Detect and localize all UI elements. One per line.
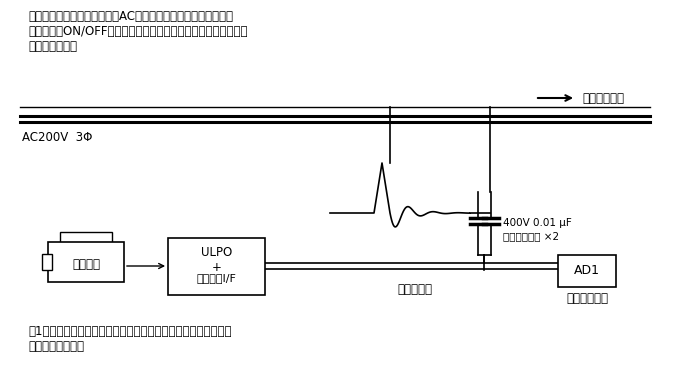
- Text: 入力ユニット: 入力ユニット: [566, 292, 608, 305]
- Text: 下記のように外部の動力線とAC結合させて外来サージの影響で: 下記のように外部の動力線とAC結合させて外来サージの影響で: [28, 10, 233, 23]
- Text: AC200V  3Φ: AC200V 3Φ: [22, 131, 92, 144]
- Text: 見られなかった。: 見られなかった。: [28, 340, 84, 353]
- Text: 400V 0.01 μF: 400V 0.01 μF: [503, 218, 572, 228]
- Text: AD1: AD1: [574, 265, 600, 277]
- Text: ULPO: ULPO: [201, 246, 232, 259]
- Text: 関西電力外線: 関西電力外線: [582, 92, 624, 104]
- Bar: [42, 254, 52, 270]
- Bar: [48, 242, 124, 282]
- Bar: [60, 232, 112, 245]
- Text: 伝送信号のON/OFFや異常があれば印字させるような構成で長期: 伝送信号のON/OFFや異常があれば印字させるような構成で長期: [28, 25, 247, 38]
- Text: +: +: [212, 261, 221, 274]
- Bar: [168, 238, 265, 295]
- Text: 伝送ライン: 伝送ライン: [398, 283, 432, 296]
- Text: フィルムコン ×2: フィルムコン ×2: [503, 231, 559, 241]
- Text: 絉1年間連続して試験を行ったが素子破壊、動作不良等の異常は: 絉1年間連続して試験を行ったが素子破壊、動作不良等の異常は: [28, 325, 232, 338]
- Text: プリンタI/F: プリンタI/F: [197, 273, 236, 283]
- Bar: [558, 255, 616, 287]
- Text: の試験をした。: の試験をした。: [28, 40, 77, 53]
- Text: プリンタ: プリンタ: [72, 259, 100, 271]
